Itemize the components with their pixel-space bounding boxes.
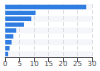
svg-text:0: 0 xyxy=(3,60,7,68)
svg-text:10: 10 xyxy=(30,60,39,68)
svg-text:20: 20 xyxy=(59,60,68,68)
svg-text:15: 15 xyxy=(44,60,53,68)
svg-text:5: 5 xyxy=(17,60,21,68)
svg-text:25: 25 xyxy=(73,60,82,68)
svg-text:30: 30 xyxy=(88,60,97,68)
